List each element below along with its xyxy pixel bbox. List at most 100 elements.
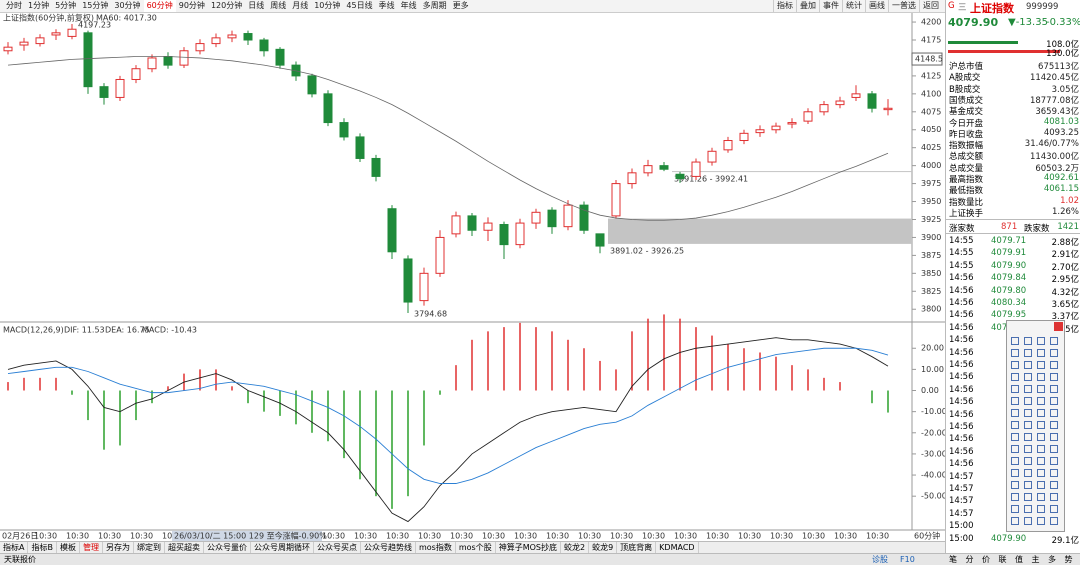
indicator-tab[interactable]: KDMACD [656, 542, 699, 554]
tool-button[interactable]: 返回 [919, 0, 942, 12]
palette-tool[interactable] [1037, 433, 1045, 441]
palette-tool[interactable] [1050, 373, 1058, 381]
palette-tool[interactable] [1011, 373, 1019, 381]
diagnose-button[interactable]: 诊股 [872, 555, 888, 564]
palette-tool[interactable] [1011, 433, 1019, 441]
panel-tab[interactable]: 笔 [949, 555, 957, 564]
palette-tool[interactable] [1024, 409, 1032, 417]
f10-button[interactable]: F10 [900, 555, 915, 564]
palette-tool[interactable] [1024, 469, 1032, 477]
tool-button[interactable]: 一普选 [888, 0, 919, 12]
indicator-tab[interactable]: 蛟龙9 [589, 542, 618, 554]
palette-tool[interactable] [1024, 457, 1032, 465]
indicator-tab[interactable]: 公众号趋势线 [361, 542, 416, 554]
tool-button[interactable]: 画线 [865, 0, 888, 12]
palette-tool[interactable] [1037, 517, 1045, 525]
palette-tool[interactable] [1011, 337, 1019, 345]
palette-tool[interactable] [1050, 349, 1058, 357]
panel-tab[interactable]: 势 [1064, 555, 1073, 564]
palette-tool[interactable] [1024, 385, 1032, 393]
palette-tool[interactable] [1050, 361, 1058, 369]
palette-tool[interactable] [1024, 397, 1032, 405]
period-button[interactable]: 45日线 [346, 1, 373, 10]
palette-tool[interactable] [1037, 481, 1045, 489]
palette-tool[interactable] [1011, 469, 1019, 477]
period-button[interactable]: 1分钟 [28, 1, 50, 10]
period-button[interactable]: 30分钟 [114, 1, 141, 10]
palette-tool[interactable] [1037, 397, 1045, 405]
indicator-tab[interactable]: 公众号买点 [314, 542, 361, 554]
tool-button[interactable]: 叠加 [796, 0, 819, 12]
palette-tool[interactable] [1024, 493, 1032, 501]
palette-tool[interactable] [1050, 445, 1058, 453]
palette-tool[interactable] [1011, 481, 1019, 489]
palette-tool[interactable] [1050, 505, 1058, 513]
palette-tool[interactable] [1011, 397, 1019, 405]
palette-tool[interactable] [1024, 433, 1032, 441]
palette-tool[interactable] [1024, 349, 1032, 357]
palette-tool[interactable] [1024, 337, 1032, 345]
tool-button[interactable]: 统计 [842, 0, 865, 12]
period-button[interactable]: 日线 [248, 1, 265, 10]
panel-tab[interactable]: 主 [1031, 555, 1040, 564]
palette-tool[interactable] [1024, 421, 1032, 429]
palette-tool[interactable] [1037, 493, 1045, 501]
period-button[interactable]: 分时 [6, 1, 22, 10]
period-button[interactable]: 更多 [452, 1, 469, 10]
palette-tool[interactable] [1024, 445, 1032, 453]
palette-tool[interactable] [1024, 373, 1032, 381]
indicator-tab[interactable]: 指标A [0, 542, 29, 554]
period-button[interactable]: 15分钟 [82, 1, 109, 10]
palette-tool[interactable] [1037, 409, 1045, 417]
palette-tool[interactable] [1050, 457, 1058, 465]
tool-button[interactable]: 事件 [819, 0, 842, 12]
period-button[interactable]: 季线 [378, 1, 395, 10]
palette-tool[interactable] [1050, 337, 1058, 345]
palette-tool[interactable] [1037, 457, 1045, 465]
indicator-tab[interactable]: 另存为 [103, 542, 134, 554]
palette-tool[interactable] [1011, 361, 1019, 369]
drawing-palette[interactable] [1006, 320, 1065, 532]
palette-tool[interactable] [1011, 349, 1019, 357]
indicator-tab[interactable]: mos指数 [416, 542, 456, 554]
indicator-tab[interactable]: 公众号周期循环 [251, 542, 314, 554]
indicator-tab[interactable]: 公众号量价 [204, 542, 251, 554]
palette-tool[interactable] [1050, 397, 1058, 405]
panel-tab[interactable]: 价 [982, 555, 990, 564]
panel-tab[interactable]: 多 [1048, 555, 1056, 564]
panel-tab[interactable]: 值 [1015, 555, 1023, 564]
indicator-tab[interactable]: 绑定到 [134, 542, 165, 554]
palette-tool[interactable] [1011, 505, 1019, 513]
palette-tool[interactable] [1037, 385, 1045, 393]
palette-tool[interactable] [1011, 445, 1019, 453]
palette-tool[interactable] [1050, 493, 1058, 501]
palette-tool[interactable] [1024, 517, 1032, 525]
period-button[interactable]: 90分钟 [178, 1, 205, 10]
palette-tool[interactable] [1011, 517, 1019, 525]
palette-tool[interactable] [1011, 421, 1019, 429]
palette-tool[interactable] [1037, 337, 1045, 345]
indicator-tab[interactable]: 超买超卖 [165, 542, 204, 554]
palette-tool[interactable] [1011, 493, 1019, 501]
palette-tool[interactable] [1050, 517, 1058, 525]
period-button[interactable]: 60分钟 [143, 0, 176, 12]
palette-close[interactable] [1054, 322, 1063, 331]
palette-tool[interactable] [1011, 385, 1019, 393]
palette-tool[interactable] [1037, 373, 1045, 381]
period-button[interactable]: 周线 [270, 1, 287, 10]
panel-tab[interactable]: 分 [965, 555, 974, 564]
palette-tool[interactable] [1037, 349, 1045, 357]
palette-tool[interactable] [1011, 457, 1019, 465]
tool-button[interactable]: 指标 [773, 0, 796, 12]
palette-tool[interactable] [1050, 433, 1058, 441]
period-button[interactable]: 月线 [292, 1, 309, 10]
palette-tool[interactable] [1037, 421, 1045, 429]
period-button[interactable]: 120分钟 [210, 1, 243, 10]
period-button[interactable]: 多周期 [422, 1, 447, 10]
indicator-tab[interactable]: 指标B [28, 542, 57, 554]
palette-tool[interactable] [1037, 505, 1045, 513]
indicator-tab[interactable]: mos个股 [456, 542, 496, 554]
indicator-tab[interactable]: 蛟龙2 [561, 542, 590, 554]
panel-tab[interactable]: 联 [998, 555, 1007, 564]
indicator-tab[interactable]: 模板 [57, 542, 80, 554]
